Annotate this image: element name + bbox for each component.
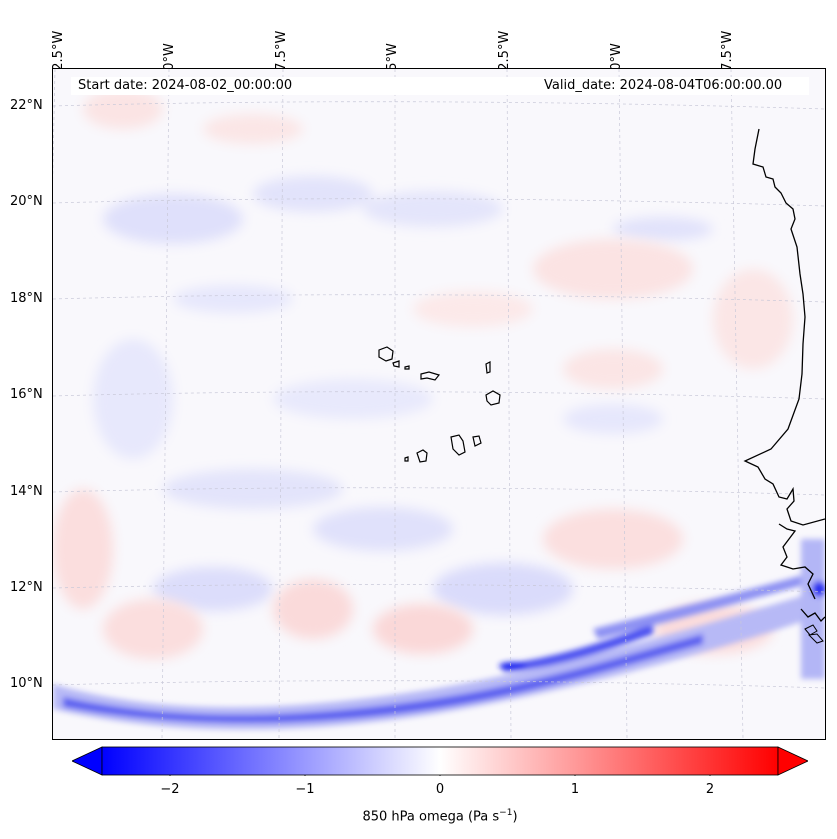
negative-omega-patches: [93, 176, 713, 615]
intense-ascent-band: [53, 539, 825, 730]
lat-label-22n: 22°N: [10, 98, 43, 113]
colorbar-max-extend: [777, 746, 808, 776]
colorbar-label: 850 hPa omega (Pa s−1): [362, 808, 517, 824]
africa-coastline: [743, 128, 825, 526]
colorbar-tick-minus1: −1: [295, 782, 315, 797]
colorbar-tick-1: 1: [570, 782, 580, 797]
colorbar-tick-0: 0: [435, 782, 445, 797]
guinea-coast: [800, 608, 825, 622]
positive-omega-patches: [53, 89, 793, 659]
lat-label-18n: 18°N: [10, 291, 43, 306]
colorbar-ticks: [169, 775, 711, 776]
start-date-label: Start date: 2024-08-02_00:00:00: [76, 77, 295, 94]
lat-label-20n: 20°N: [10, 194, 43, 209]
lat-label-10n: 10°N: [10, 676, 43, 691]
lat-label-12n: 12°N: [10, 580, 43, 595]
colorbar-label-text: 850 hPa omega (Pa s: [362, 809, 500, 825]
bissagos-islands: [804, 624, 824, 644]
colorbar-tick-minus2: −2: [160, 782, 180, 797]
colorbar-label-close: ): [512, 809, 518, 825]
cape-verde-islands: [378, 346, 501, 463]
gambia-coast: [778, 523, 816, 600]
omega-field-map: [53, 69, 825, 739]
lat-label-14n: 14°N: [10, 484, 43, 499]
colorbar-label-exponent: −1: [499, 808, 513, 818]
colorbar-min-extend: [72, 746, 103, 776]
colorbar: [72, 746, 808, 776]
map-panel: [52, 68, 826, 740]
colorbar-gradient: [101, 746, 779, 776]
lat-label-16n: 16°N: [10, 387, 43, 402]
graticule: [53, 69, 825, 739]
colorbar-tick-2: 2: [705, 782, 715, 797]
valid-date-label: Valid_date: 2024-08-04T06:00:00.00: [542, 77, 785, 94]
